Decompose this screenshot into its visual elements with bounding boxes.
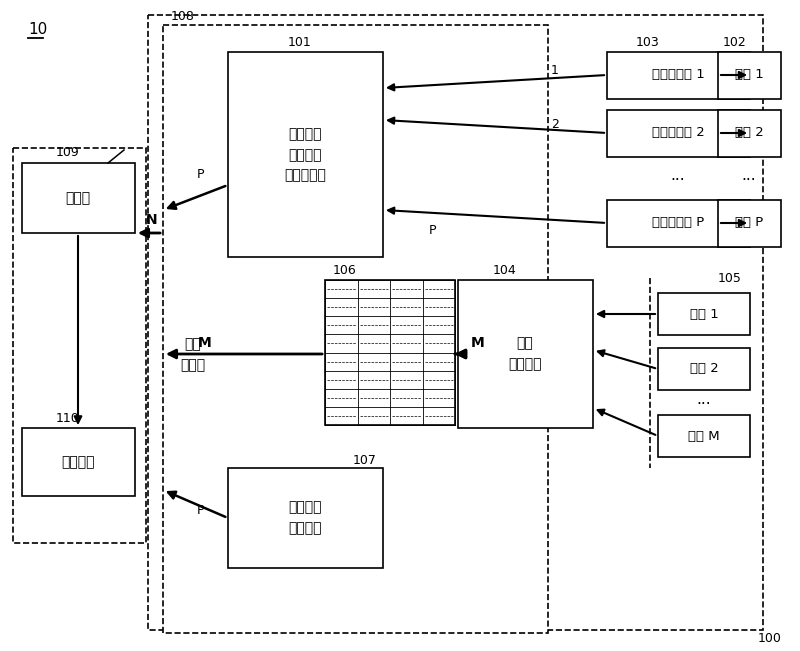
Bar	[607, 52, 750, 99]
Bar	[163, 25, 548, 633]
Text: M: M	[471, 336, 485, 350]
Text: M: M	[198, 336, 212, 350]
Text: 109: 109	[56, 146, 80, 159]
Text: P: P	[196, 503, 204, 516]
Bar	[325, 280, 455, 425]
Text: 104: 104	[493, 264, 517, 277]
Bar	[607, 110, 750, 157]
Text: 功率计数器 1: 功率计数器 1	[652, 68, 704, 81]
Bar	[228, 468, 383, 568]
Text: P: P	[430, 223, 437, 236]
Text: 2: 2	[551, 118, 559, 132]
Text: 功率计数器 2: 功率计数器 2	[652, 126, 704, 139]
Text: 106: 106	[333, 264, 357, 277]
Bar	[718, 200, 781, 247]
Text: ...: ...	[742, 167, 756, 182]
Bar	[658, 348, 750, 390]
Text: 线程
选择器: 线程 选择器	[181, 338, 206, 372]
Text: 每类型的
最大功率: 每类型的 最大功率	[288, 501, 322, 535]
Bar	[22, 428, 135, 496]
Bar	[458, 280, 593, 428]
Text: 线程 M: 线程 M	[688, 430, 720, 443]
Text: 110: 110	[56, 411, 80, 424]
Bar	[718, 110, 781, 157]
Text: 108: 108	[171, 10, 195, 23]
Text: 103: 103	[636, 36, 660, 49]
Text: 调度器: 调度器	[66, 191, 90, 205]
Text: 每类型的
环境切换
功率寄存器: 每类型的 环境切换 功率寄存器	[284, 128, 326, 182]
Text: 100: 100	[758, 631, 782, 644]
Text: N: N	[146, 213, 158, 227]
Text: ...: ...	[697, 393, 711, 408]
Text: 102: 102	[723, 36, 747, 49]
Text: 107: 107	[353, 454, 377, 467]
Bar	[607, 200, 750, 247]
Text: 101: 101	[288, 36, 312, 49]
Text: 类型 P: 类型 P	[735, 217, 763, 230]
Bar	[658, 293, 750, 335]
Text: 类型 1: 类型 1	[734, 68, 763, 81]
Text: 类型 2: 类型 2	[734, 126, 763, 139]
Text: 1: 1	[551, 64, 559, 77]
Text: 功率计数器 P: 功率计数器 P	[652, 217, 704, 230]
Bar	[658, 415, 750, 457]
Bar	[148, 15, 763, 630]
Text: 10: 10	[28, 23, 47, 38]
Text: ...: ...	[670, 167, 686, 182]
Bar	[718, 52, 781, 99]
Bar	[22, 163, 135, 233]
Text: 105: 105	[718, 271, 742, 284]
Bar	[13, 148, 146, 543]
Bar	[228, 52, 383, 257]
Text: 线程 1: 线程 1	[690, 307, 718, 320]
Text: 线程 2: 线程 2	[690, 363, 718, 376]
Text: P: P	[196, 169, 204, 182]
Text: 执行单元: 执行单元	[62, 455, 94, 469]
Text: 功率
预测单元: 功率 预测单元	[508, 337, 542, 371]
